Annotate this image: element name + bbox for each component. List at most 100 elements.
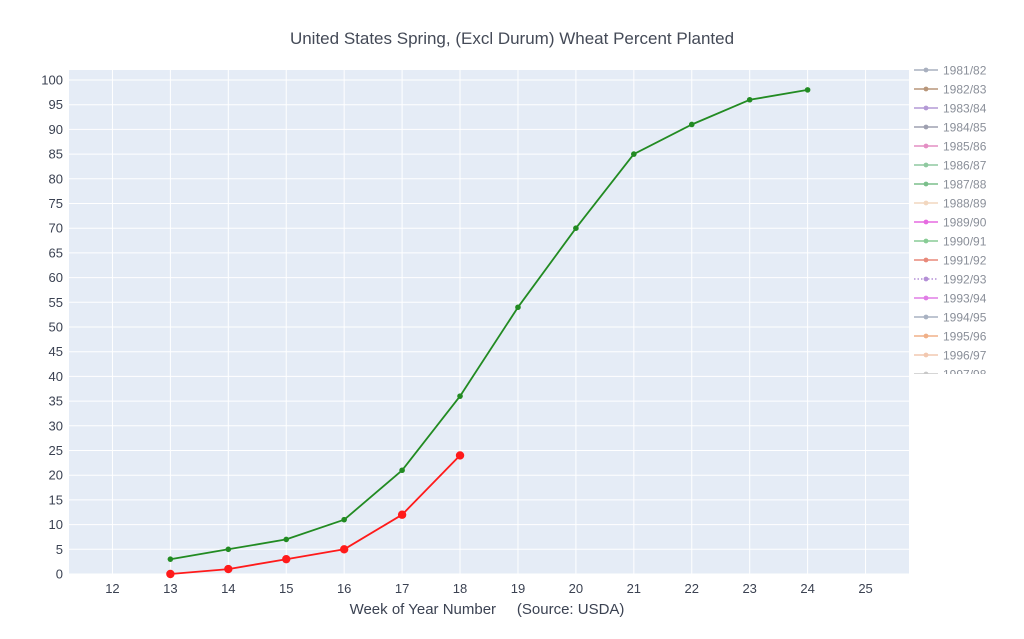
y-tick-label: 65 xyxy=(49,245,63,260)
legend-item[interactable]: 1981/82 xyxy=(914,63,987,77)
x-axis-title: Week of Year Number (Source: USDA) xyxy=(350,601,625,618)
legend-label: 1990/91 xyxy=(943,234,987,248)
legend-item[interactable]: 1997/98 xyxy=(914,367,987,381)
y-tick-label: 100 xyxy=(41,73,63,88)
data-point[interactable] xyxy=(399,467,405,474)
series-layer xyxy=(166,87,811,579)
y-tick-label: 75 xyxy=(49,196,63,211)
y-tick-label: 20 xyxy=(49,468,63,483)
data-point[interactable] xyxy=(341,516,347,523)
legend-swatch-marker xyxy=(923,295,929,301)
data-point[interactable] xyxy=(225,546,232,553)
series-1 xyxy=(166,451,465,579)
x-tick-label: 12 xyxy=(105,581,119,596)
legend-item[interactable]: 1983/84 xyxy=(914,101,987,115)
data-point[interactable] xyxy=(688,121,695,128)
legend-swatch-marker xyxy=(923,67,929,73)
legend-swatch-marker xyxy=(923,105,929,111)
legend-item[interactable]: 1995/96 xyxy=(914,329,987,343)
x-tick-label: 17 xyxy=(395,581,409,596)
legend-item[interactable]: 1989/90 xyxy=(914,215,987,229)
y-axis-ticks: 0 5 10 15 20 25 30 35 40 45 50 55 60 65 70 75 80 85 90 95 10… xyxy=(41,73,63,582)
legend-item[interactable]: 1991/92 xyxy=(914,253,987,267)
legend-label: 1992/93 xyxy=(943,272,987,286)
y-tick-label: 85 xyxy=(49,147,63,162)
legend-label: 1982/83 xyxy=(943,82,987,96)
legend-swatch-marker xyxy=(923,276,929,282)
legend-label: 1986/87 xyxy=(943,158,987,172)
y-tick-label: 55 xyxy=(49,295,63,310)
data-point[interactable] xyxy=(397,510,407,519)
legend-swatch-marker xyxy=(923,314,929,320)
chart-title: United States Spring, (Excl Durum) Wheat… xyxy=(290,29,734,48)
legend-item[interactable]: 1992/93 xyxy=(914,272,987,286)
y-tick-label: 10 xyxy=(49,517,63,532)
legend-swatch-marker xyxy=(923,162,929,168)
y-tick-label: 5 xyxy=(56,542,63,557)
legend-label: 1988/89 xyxy=(943,196,987,210)
legend-item[interactable]: 1996/97 xyxy=(914,348,987,362)
data-point[interactable] xyxy=(166,569,175,579)
legend-label: 1995/96 xyxy=(943,329,987,343)
data-point[interactable] xyxy=(746,96,753,103)
legend-label: 1991/92 xyxy=(943,253,987,267)
y-tick-label: 70 xyxy=(49,221,63,236)
legend-item[interactable]: 1990/91 xyxy=(914,234,987,248)
x-tick-label: 25 xyxy=(858,581,872,596)
data-point[interactable] xyxy=(167,556,174,562)
legend-item[interactable]: 1994/95 xyxy=(914,310,987,324)
legend-label: 1984/85 xyxy=(943,120,987,134)
data-point[interactable] xyxy=(573,225,579,231)
y-tick-label: 90 xyxy=(49,122,63,137)
legend-swatch-marker xyxy=(923,200,929,206)
legend-swatch-marker xyxy=(923,143,929,149)
y-tick-label: 80 xyxy=(49,171,63,186)
y-tick-label: 25 xyxy=(49,443,63,458)
legend-label: 1993/94 xyxy=(943,291,987,305)
data-point[interactable] xyxy=(283,536,290,543)
legend-swatch-marker xyxy=(923,219,929,225)
legend-item[interactable]: 1982/83 xyxy=(914,82,987,96)
data-point[interactable] xyxy=(631,151,637,157)
data-point[interactable] xyxy=(282,554,291,564)
data-point[interactable] xyxy=(804,87,811,93)
x-tick-label: 13 xyxy=(163,581,177,596)
x-tick-label: 14 xyxy=(221,581,235,596)
data-point[interactable] xyxy=(455,451,465,460)
legend-label: 1981/82 xyxy=(943,63,987,77)
y-tick-label: 95 xyxy=(49,97,63,112)
plot-area xyxy=(69,70,909,574)
legend-label: 1989/90 xyxy=(943,215,987,229)
x-tick-label: 22 xyxy=(685,581,699,596)
legend-label: 1996/97 xyxy=(943,348,987,362)
legend-item[interactable]: 1987/88 xyxy=(914,177,987,191)
x-tick-label: 16 xyxy=(337,581,351,596)
legend-swatch-marker xyxy=(923,352,929,358)
y-tick-label: 50 xyxy=(49,320,63,335)
data-point[interactable] xyxy=(339,545,349,554)
legend-item[interactable]: 1986/87 xyxy=(914,158,987,172)
legend-swatch-marker xyxy=(923,238,929,244)
legend-swatch-marker xyxy=(923,181,929,187)
y-tick-label: 40 xyxy=(49,369,63,384)
x-tick-label: 20 xyxy=(569,581,583,596)
legend-swatch-marker xyxy=(923,257,929,263)
legend-item[interactable]: 1984/85 xyxy=(914,120,987,134)
data-point[interactable] xyxy=(515,304,521,311)
x-tick-label: 15 xyxy=(279,581,293,596)
legend-item[interactable]: 1988/89 xyxy=(914,196,987,210)
data-point[interactable] xyxy=(224,564,233,574)
legend-swatch-marker xyxy=(923,86,929,92)
legend-item[interactable]: 1993/94 xyxy=(914,291,987,305)
legend-item[interactable]: 1985/86 xyxy=(914,139,987,153)
x-tick-label: 21 xyxy=(627,581,641,596)
legend-swatch-marker xyxy=(923,333,929,339)
legend-label: 1997/98 xyxy=(943,367,987,381)
x-tick-label: 24 xyxy=(800,581,814,596)
data-point[interactable] xyxy=(457,393,463,399)
x-axis-ticks: 12 13 14 15 16 17 18 19 20 21 22 23 24 25 xyxy=(105,581,873,596)
y-tick-label: 45 xyxy=(49,344,63,359)
y-tick-label: 30 xyxy=(49,418,63,433)
series-0 xyxy=(167,87,811,562)
legend-label: 1987/88 xyxy=(943,177,987,191)
